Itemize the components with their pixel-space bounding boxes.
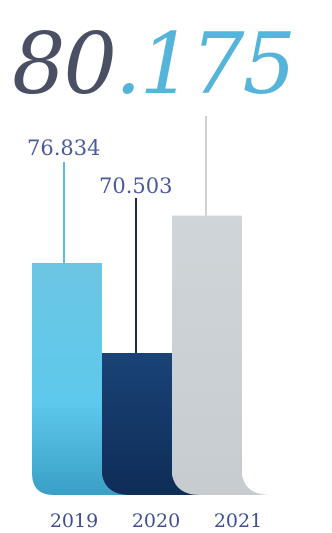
- bars-group: [32, 215, 270, 496]
- svg-text:80.175: 80.175: [12, 15, 294, 113]
- x-tick-label-2020: 2020: [132, 510, 180, 532]
- headline-integer: 80: [12, 15, 115, 113]
- data-label-2020: 70.503: [99, 174, 172, 198]
- x-tick-labels-group: 2019 2020 2021: [50, 510, 262, 532]
- bar-2021: [172, 215, 270, 496]
- bar-2020: [102, 352, 200, 495]
- x-tick-label-2019: 2019: [50, 510, 98, 532]
- data-labels-group: 76.834 70.503: [27, 136, 172, 198]
- leader-lines-group: [63, 116, 207, 353]
- bar-2019: [32, 263, 130, 495]
- x-tick-label-2021: 2021: [214, 510, 262, 532]
- data-label-2019: 76.834: [27, 136, 100, 160]
- headline-decimal: .175: [115, 15, 294, 113]
